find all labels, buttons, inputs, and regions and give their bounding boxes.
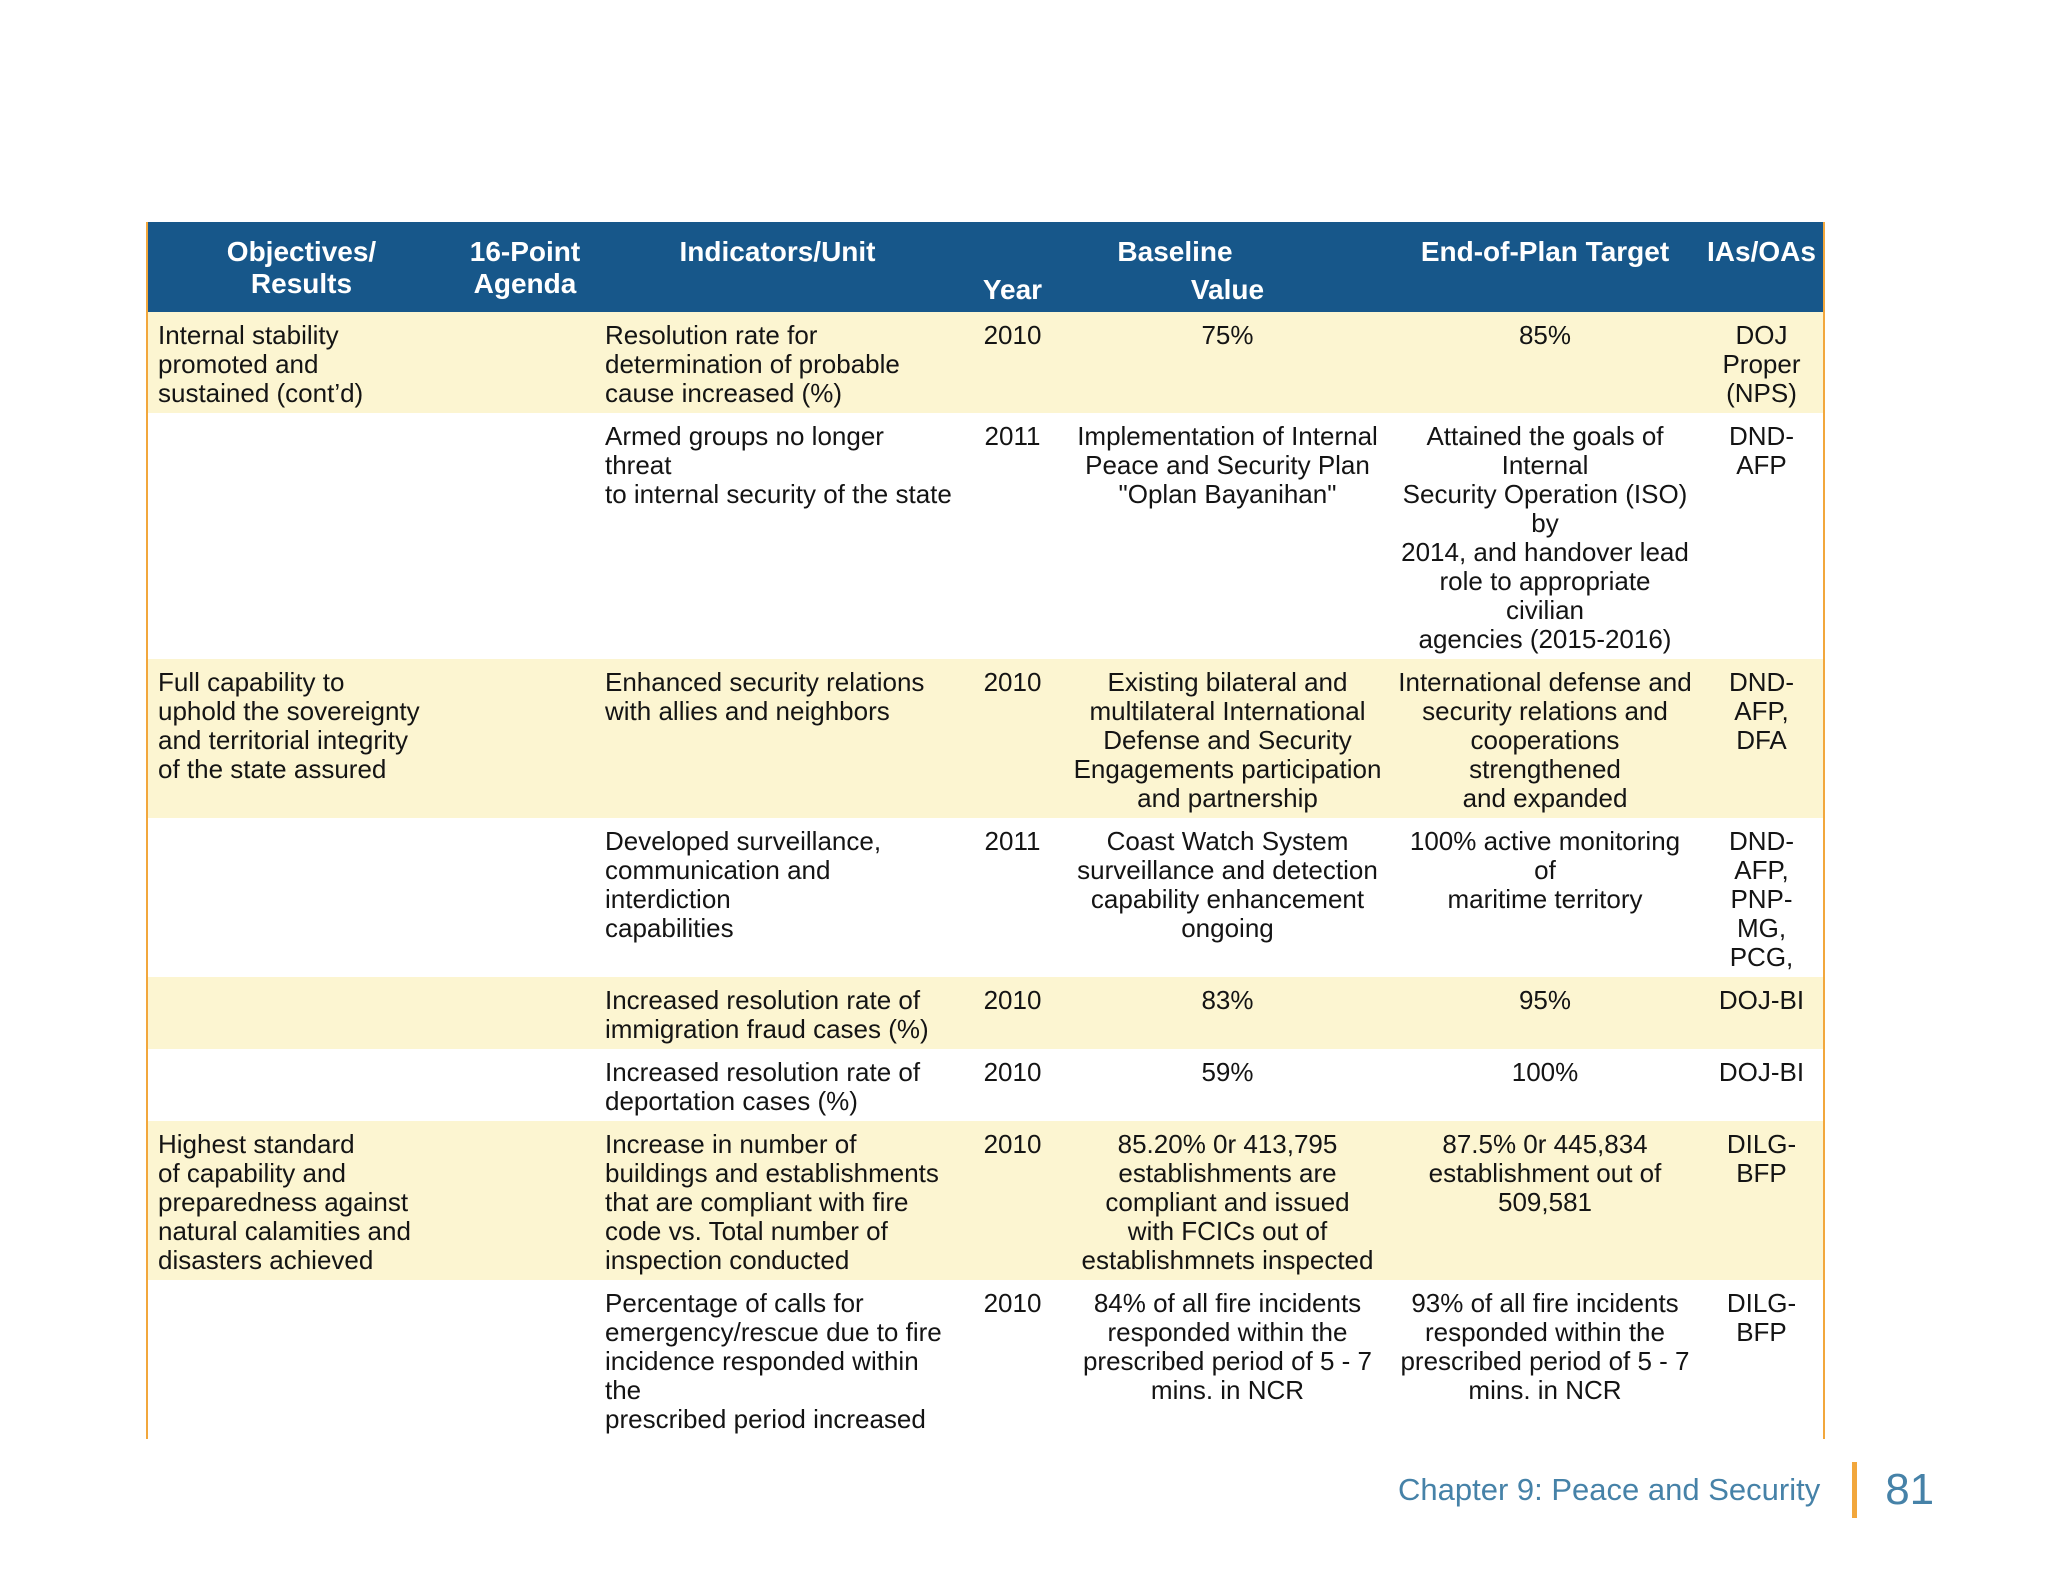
cell-indicator: Enhanced security relations with allies … [605, 667, 925, 726]
header-ias-oas: IAs/OAs [1707, 236, 1816, 267]
cell-year: 2010 [983, 1129, 1042, 1159]
cell-indicator: Increased resolution rate of immigration… [605, 985, 929, 1044]
cell-agenda [455, 413, 595, 659]
cell-target: Attained the goals of Internal Security … [1401, 421, 1689, 654]
cell-target: 85% [1518, 320, 1572, 350]
cell-target: 100% [1511, 1057, 1579, 1087]
cell-objectives [148, 1049, 455, 1121]
cell-value: 84% of all fire incidents responded with… [1082, 1288, 1373, 1405]
cell-year: 2010 [983, 1057, 1042, 1087]
cell-indicator: Developed surveillance, communication an… [605, 826, 882, 943]
cell-objectives: Internal stability promoted and sustaine… [158, 320, 364, 408]
cell-agenda [455, 818, 595, 977]
cell-agenda [455, 1280, 595, 1439]
cell-value: 75% [1201, 320, 1254, 350]
cell-indicator: Resolution rate for determination of pro… [605, 320, 900, 408]
cell-agenda [455, 659, 595, 818]
cell-value: 59% [1201, 1057, 1254, 1087]
cell-agenda [455, 1049, 595, 1121]
cell-value: 83% [1201, 985, 1254, 1015]
cell-agenda [455, 312, 595, 413]
cell-ias: DILG-BFP [1726, 1288, 1797, 1347]
cell-target: 87.5% 0r 445,834 establishment out of 50… [1428, 1129, 1662, 1217]
table-row: Armed groups no longer threat to interna… [148, 413, 1823, 659]
header-objectives-results: Objectives/ Results [226, 236, 377, 299]
cell-ias: DOJ-BI [1718, 985, 1805, 1015]
cell-indicator: Increased resolution rate of deportation… [605, 1057, 921, 1116]
cell-target: 93% of all fire incidents responded with… [1400, 1288, 1690, 1405]
page-footer: Chapter 9: Peace and Security 81 [1398, 1462, 1934, 1518]
cell-objectives [148, 1280, 455, 1439]
cell-value: Coast Watch System surveillance and dete… [1077, 826, 1378, 943]
table-body: Internal stability promoted and sustaine… [148, 312, 1823, 1439]
cell-value: 85.20% 0r 413,795 establishments are com… [1081, 1129, 1374, 1275]
table-row: Percentage of calls for emergency/rescue… [148, 1280, 1823, 1439]
cell-ias: DOJ Proper (NPS) [1722, 320, 1801, 408]
footer-chapter-title: Chapter 9: Peace and Security [1398, 1472, 1821, 1507]
header-year: Year [982, 274, 1043, 305]
cell-agenda [455, 977, 595, 1049]
table-row: Full capability to uphold the sovereignt… [148, 659, 1823, 818]
cell-objectives [148, 413, 455, 659]
cell-indicator: Armed groups no longer threat to interna… [605, 421, 952, 509]
cell-year: 2010 [983, 667, 1042, 697]
cell-agenda [455, 1121, 595, 1280]
cell-ias: DND-AFP [1729, 421, 1794, 480]
cell-objectives [148, 818, 455, 977]
header-indicators-unit: Indicators/Unit [679, 236, 876, 267]
header-end-of-plan-target: End-of-Plan Target [1420, 236, 1670, 267]
cell-target: International defense and security relat… [1398, 667, 1692, 813]
table-row: Developed surveillance, communication an… [148, 818, 1823, 977]
cell-value: Implementation of Internal Peace and Sec… [1077, 421, 1378, 509]
footer-divider-bar [1852, 1462, 1858, 1518]
header-value: Value [1190, 274, 1265, 305]
header-baseline-subrow: Year Value [960, 274, 1390, 312]
cell-objectives: Full capability to uphold the sovereignt… [158, 667, 420, 784]
footer-page-number: 81 [1885, 1465, 1935, 1514]
cell-objectives: Highest standard of capability and prepa… [158, 1129, 411, 1275]
cell-indicator: Increase in number of buildings and esta… [605, 1129, 939, 1275]
cell-year: 2010 [983, 985, 1042, 1015]
cell-year: 2010 [983, 1288, 1042, 1318]
table-header: Objectives/ Results 16-Point Agenda Indi… [148, 222, 1823, 312]
cell-ias: DND-AFP, DFA [1729, 667, 1794, 755]
cell-target: 95% [1518, 985, 1572, 1015]
cell-value: Existing bilateral and multilateral Inte… [1073, 667, 1382, 813]
cell-ias: DND-AFP, PNP-MG, PCG, [1729, 826, 1794, 972]
cell-indicator: Percentage of calls for emergency/rescue… [605, 1288, 942, 1434]
table-row: Highest standard of capability and prepa… [148, 1121, 1823, 1280]
cell-objectives [148, 977, 455, 1049]
header-baseline: Baseline [1117, 236, 1233, 267]
cell-target: 100% active monitoring of maritime terri… [1409, 826, 1681, 914]
table-row: Internal stability promoted and sustaine… [148, 312, 1823, 413]
cell-year: 2010 [983, 320, 1042, 350]
table-row: Increased resolution rate of deportation… [148, 1049, 1823, 1121]
cell-year: 2011 [984, 826, 1041, 856]
header-16-point-agenda: 16-Point Agenda [469, 236, 581, 299]
header-baseline-group: Baseline Year Value [960, 222, 1390, 312]
cell-ias: DILG-BFP [1726, 1129, 1797, 1188]
cell-year: 2011 [984, 421, 1041, 451]
results-matrix-table: Objectives/ Results 16-Point Agenda Indi… [146, 222, 1825, 1439]
table-row: Increased resolution rate of immigration… [148, 977, 1823, 1049]
cell-ias: DOJ-BI [1718, 1057, 1805, 1087]
